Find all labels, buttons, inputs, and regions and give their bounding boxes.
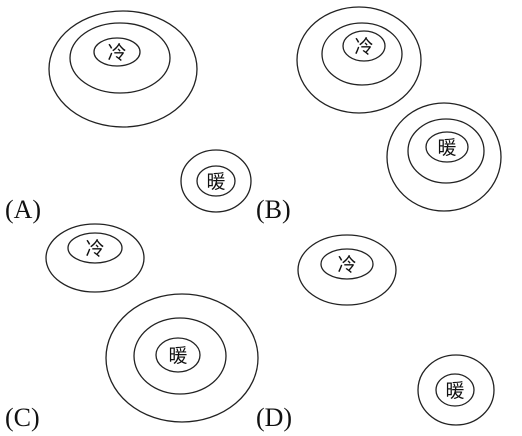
- inner-ring: [93, 37, 141, 67]
- option-label: (A): [5, 195, 41, 224]
- mass-label: 冷: [107, 42, 126, 64]
- middle-ring: [69, 22, 171, 94]
- warm-air-mass: 暖: [180, 149, 252, 213]
- warm-air-mass: 暖: [105, 293, 259, 423]
- outer-ring: [417, 354, 495, 426]
- option-label: (B): [256, 195, 291, 224]
- middle-ring: [407, 118, 485, 184]
- mass-label: 暖: [445, 380, 464, 402]
- cold-air-mass: 冷: [48, 10, 198, 128]
- inner-ring: [342, 30, 386, 62]
- option-c: 冷 暖 (C): [5, 223, 259, 432]
- option-a: 冷 暖 (A): [5, 10, 252, 224]
- outer-ring: [296, 6, 422, 114]
- mass-label: 暖: [168, 345, 187, 367]
- option-label: (C): [5, 403, 40, 432]
- inner-ring: [67, 232, 123, 264]
- mass-label: 暖: [206, 171, 225, 193]
- mass-label: 冷: [85, 238, 104, 260]
- outer-ring: [180, 149, 252, 213]
- warm-air-mass: 暖: [386, 102, 502, 212]
- outer-ring: [386, 102, 502, 212]
- warm-air-mass: 暖: [417, 354, 495, 426]
- inner-ring: [425, 131, 469, 163]
- option-b: 冷 暖 (B): [256, 6, 502, 224]
- middle-ring: [133, 317, 227, 395]
- option-d: 冷 暖 (D): [256, 234, 495, 432]
- option-label: (D): [256, 403, 292, 432]
- outer-ring: [105, 293, 259, 423]
- inner-ring: [320, 248, 374, 280]
- mass-label: 冷: [337, 254, 356, 276]
- cold-air-mass: 冷: [45, 223, 145, 293]
- cold-air-mass: 冷: [297, 234, 397, 306]
- inner-ring: [435, 373, 475, 407]
- mass-label: 暖: [437, 137, 456, 159]
- mass-label: 冷: [354, 36, 373, 58]
- inner-ring: [155, 337, 201, 373]
- outer-ring: [45, 223, 145, 293]
- outer-ring: [48, 10, 198, 128]
- outer-ring: [297, 234, 397, 306]
- inner-ring: [196, 165, 236, 197]
- cold-air-mass: 冷: [296, 6, 422, 114]
- middle-ring: [321, 22, 403, 86]
